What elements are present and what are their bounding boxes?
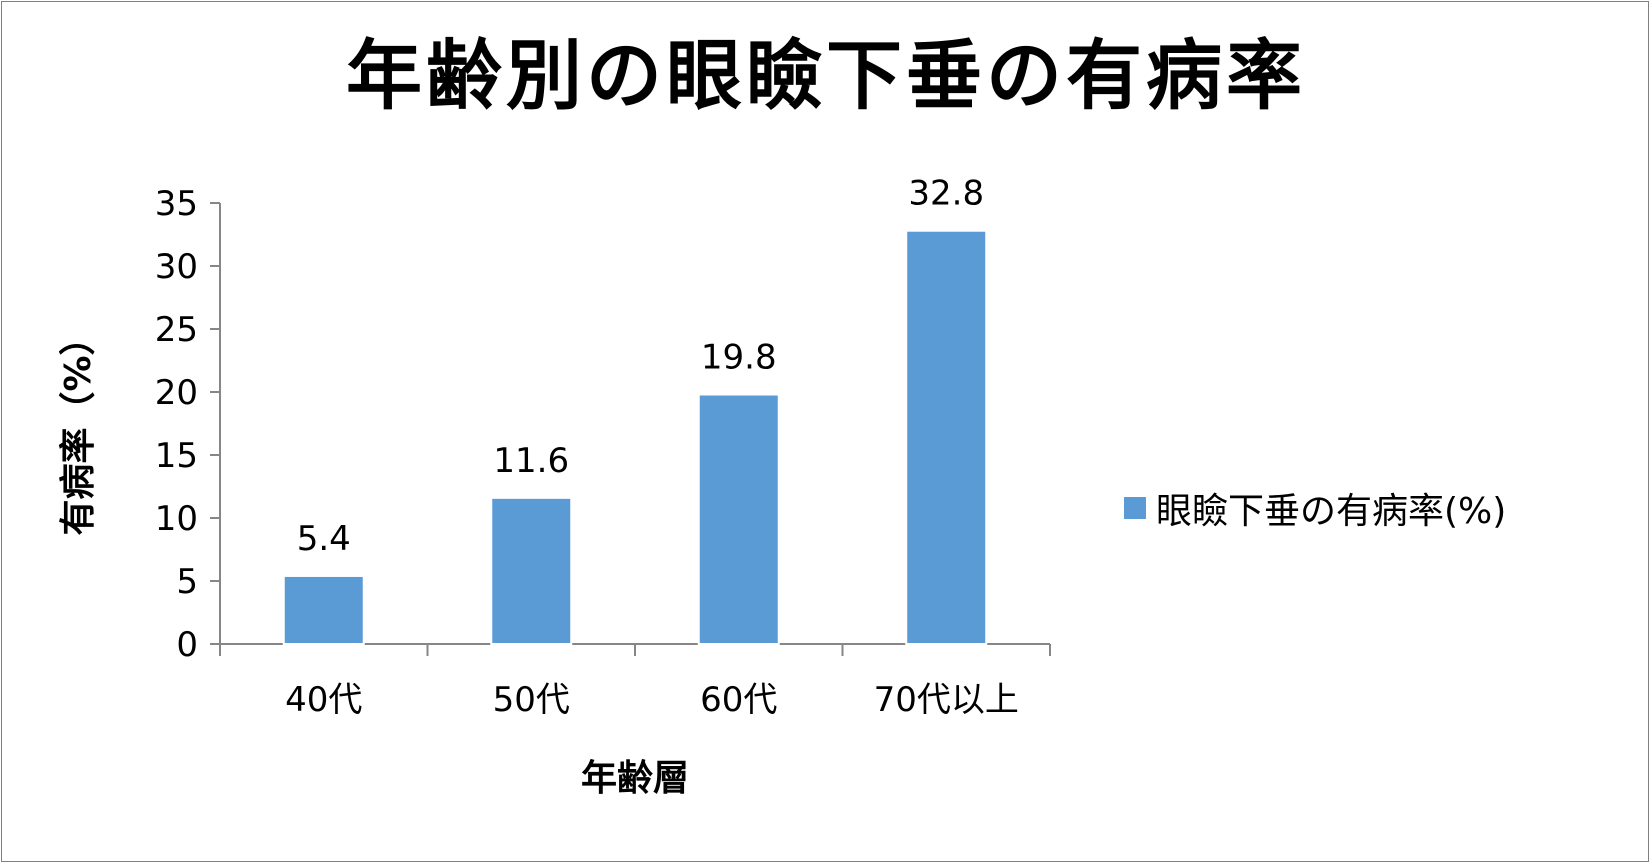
x-tick-label: 50代 — [493, 680, 570, 720]
data-label: 32.8 — [908, 174, 984, 214]
data-label: 11.6 — [493, 441, 569, 481]
y-axis-title: 有病率（%） — [58, 319, 99, 535]
chart-title: 年齢別の眼瞼下垂の有病率 — [346, 31, 1306, 120]
data-label: 19.8 — [701, 338, 777, 378]
y-tick-label: 20 — [155, 373, 198, 413]
y-tick-label: 0 — [176, 625, 198, 665]
bar — [905, 229, 988, 645]
y-tick-label: 35 — [155, 184, 198, 224]
y-tick-label: 25 — [155, 310, 198, 350]
y-tick-label: 30 — [155, 247, 198, 287]
x-tick-label: 40代 — [285, 680, 362, 720]
x-axis-title: 年齢層 — [581, 758, 689, 799]
legend: 眼瞼下垂の有病率(%) — [1124, 482, 1506, 534]
legend-swatch — [1124, 497, 1146, 519]
x-tick-label: 70代以上 — [874, 680, 1019, 720]
bar — [282, 574, 365, 646]
data-label: 5.4 — [297, 519, 351, 559]
x-tick-label: 60代 — [700, 680, 777, 720]
bar — [490, 496, 573, 645]
bar — [697, 393, 780, 645]
y-tick-label: 5 — [176, 562, 198, 602]
y-tick-label: 10 — [155, 499, 198, 539]
y-tick-label: 15 — [155, 436, 198, 476]
legend-label: 眼瞼下垂の有病率(%) — [1156, 491, 1507, 532]
